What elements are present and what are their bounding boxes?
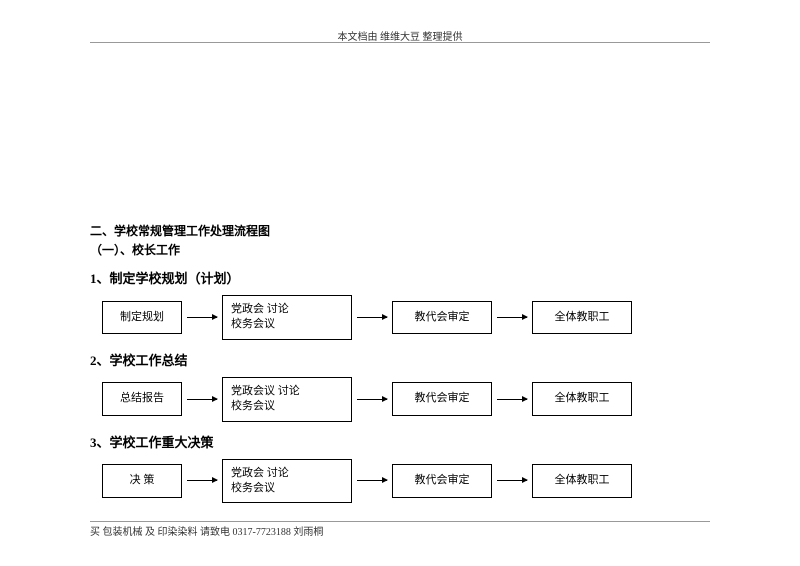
flow3-box2-line2: 校务会议 bbox=[231, 481, 343, 496]
flow-row-2: 总结报告 党政会议 讨论 校务会议 教代会审定 全体教职工 bbox=[102, 377, 710, 422]
flow2-box2: 党政会议 讨论 校务会议 bbox=[222, 377, 352, 422]
flow2-box4: 全体教职工 bbox=[532, 382, 632, 415]
flow2-box1: 总结报告 bbox=[102, 382, 182, 415]
flow1-box2-line2: 校务会议 bbox=[231, 317, 343, 332]
arrow-icon bbox=[182, 317, 222, 318]
section-subtitle: （一）、校长工作 bbox=[90, 241, 710, 258]
arrow-icon bbox=[492, 399, 532, 400]
footer-text: 买 包装机械 及 印染染料 请致电 0317-7723188 刘雨桐 bbox=[90, 527, 323, 538]
flow-row-1: 制定规划 党政会 讨论 校务会议 教代会审定 全体教职工 bbox=[102, 295, 710, 340]
flow2-box2-line2: 校务会议 bbox=[231, 399, 343, 414]
header-rule bbox=[90, 42, 710, 43]
flow1-box2-line1: 党政会 讨论 bbox=[231, 302, 343, 317]
arrow-icon bbox=[352, 317, 392, 318]
section-title: 二、学校常规管理工作处理流程图 bbox=[90, 222, 710, 239]
arrow-icon bbox=[182, 480, 222, 481]
flow3-box4: 全体教职工 bbox=[532, 464, 632, 497]
flow-row-3: 决 策 党政会 讨论 校务会议 教代会审定 全体教职工 bbox=[102, 459, 710, 504]
page-footer: 买 包装机械 及 印染染料 请致电 0317-7723188 刘雨桐 bbox=[90, 523, 323, 538]
arrow-icon bbox=[492, 317, 532, 318]
flow-heading-1: 1、制定学校规划（计划） bbox=[90, 268, 710, 287]
arrow-icon bbox=[182, 399, 222, 400]
flow-heading-3: 3、学校工作重大决策 bbox=[90, 432, 710, 451]
flow1-box2: 党政会 讨论 校务会议 bbox=[222, 295, 352, 340]
flow3-box2-line1: 党政会 讨论 bbox=[231, 466, 343, 481]
flow2-box3: 教代会审定 bbox=[392, 382, 492, 415]
arrow-icon bbox=[492, 480, 532, 481]
flow1-box1: 制定规划 bbox=[102, 301, 182, 334]
footer-rule bbox=[90, 521, 710, 522]
flow1-box3: 教代会审定 bbox=[392, 301, 492, 334]
arrow-icon bbox=[352, 480, 392, 481]
flow3-box2: 党政会 讨论 校务会议 bbox=[222, 459, 352, 504]
flow2-box2-line1: 党政会议 讨论 bbox=[231, 384, 343, 399]
flow1-box4: 全体教职工 bbox=[532, 301, 632, 334]
flow3-box3: 教代会审定 bbox=[392, 464, 492, 497]
flow-heading-2: 2、学校工作总结 bbox=[90, 350, 710, 369]
page-header: 本文档由 维维大豆 整理提供 bbox=[0, 28, 800, 43]
main-content: 二、学校常规管理工作处理流程图 （一）、校长工作 1、制定学校规划（计划） 制定… bbox=[90, 222, 710, 507]
flow3-box1: 决 策 bbox=[102, 464, 182, 497]
arrow-icon bbox=[352, 399, 392, 400]
